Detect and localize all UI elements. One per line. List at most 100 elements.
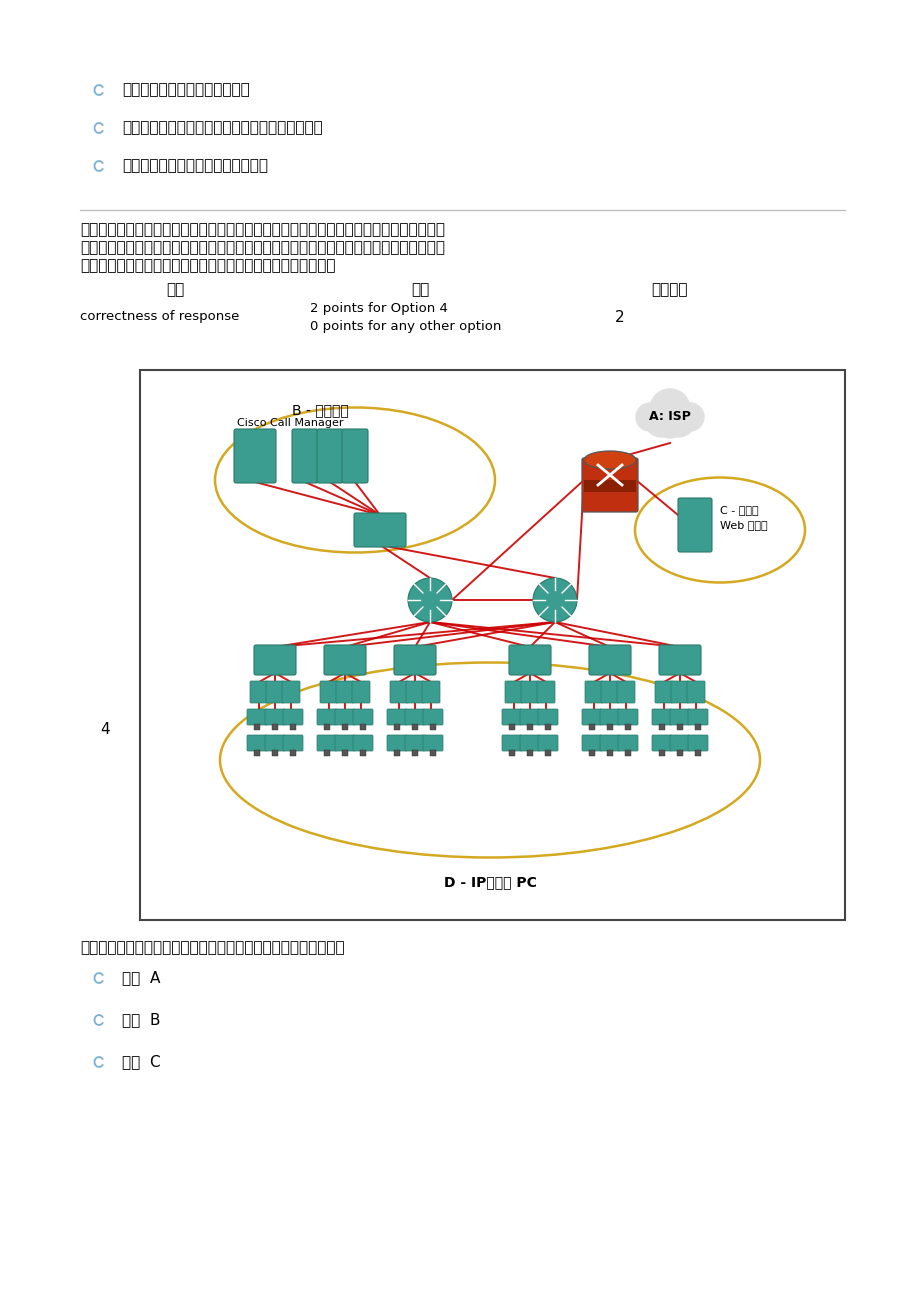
Text: 随着技术的发展，各个公司现在可以将不同的网络整合到一个平台之上，称为融合网络。在: 随着技术的发展，各个公司现在可以将不同的网络整合到一个平台之上，称为融合网络。在 xyxy=(80,223,445,237)
FancyBboxPatch shape xyxy=(283,710,302,725)
FancyBboxPatch shape xyxy=(658,724,664,730)
FancyBboxPatch shape xyxy=(527,724,532,730)
FancyBboxPatch shape xyxy=(676,750,682,756)
Text: 0 points for any other option: 0 points for any other option xyxy=(310,320,501,333)
FancyBboxPatch shape xyxy=(588,724,595,730)
FancyBboxPatch shape xyxy=(624,750,630,756)
FancyBboxPatch shape xyxy=(387,710,406,725)
FancyBboxPatch shape xyxy=(588,644,630,674)
FancyBboxPatch shape xyxy=(317,736,336,751)
Text: 答案: 答案 xyxy=(165,283,184,297)
FancyBboxPatch shape xyxy=(404,710,425,725)
FancyBboxPatch shape xyxy=(272,724,278,730)
FancyBboxPatch shape xyxy=(404,736,425,751)
FancyBboxPatch shape xyxy=(390,681,407,703)
FancyBboxPatch shape xyxy=(289,750,296,756)
FancyBboxPatch shape xyxy=(599,710,619,725)
Text: A: ISP: A: ISP xyxy=(649,410,690,423)
Text: 实现数据网络基础架构设备的容错能力和高可用性: 实现数据网络基础架构设备的容错能力和高可用性 xyxy=(122,121,323,135)
FancyBboxPatch shape xyxy=(342,724,347,730)
FancyBboxPatch shape xyxy=(544,750,550,756)
FancyBboxPatch shape xyxy=(246,736,267,751)
FancyBboxPatch shape xyxy=(670,681,688,703)
FancyBboxPatch shape xyxy=(423,710,443,725)
Text: Web 服务器: Web 服务器 xyxy=(720,519,766,530)
FancyBboxPatch shape xyxy=(335,681,354,703)
FancyBboxPatch shape xyxy=(676,724,682,730)
Text: B - 服务器块: B - 服务器块 xyxy=(291,404,348,417)
FancyBboxPatch shape xyxy=(254,724,260,730)
FancyBboxPatch shape xyxy=(323,750,330,756)
FancyBboxPatch shape xyxy=(588,750,595,756)
FancyBboxPatch shape xyxy=(393,724,400,730)
FancyBboxPatch shape xyxy=(254,750,260,756)
FancyBboxPatch shape xyxy=(359,724,366,730)
FancyBboxPatch shape xyxy=(412,724,417,730)
FancyBboxPatch shape xyxy=(687,710,708,725)
FancyBboxPatch shape xyxy=(582,710,601,725)
FancyBboxPatch shape xyxy=(669,736,689,751)
FancyBboxPatch shape xyxy=(694,750,700,756)
FancyBboxPatch shape xyxy=(233,428,276,483)
FancyBboxPatch shape xyxy=(538,710,558,725)
FancyBboxPatch shape xyxy=(582,736,601,751)
Circle shape xyxy=(675,404,703,431)
FancyBboxPatch shape xyxy=(617,681,634,703)
Text: correctness of response: correctness of response xyxy=(80,310,239,323)
FancyBboxPatch shape xyxy=(254,644,296,674)
Text: C - 库存和: C - 库存和 xyxy=(720,505,758,516)
FancyBboxPatch shape xyxy=(677,497,711,552)
FancyBboxPatch shape xyxy=(393,644,436,674)
Circle shape xyxy=(650,389,689,428)
Text: 最高分値: 最高分値 xyxy=(651,283,687,297)
FancyBboxPatch shape xyxy=(508,724,515,730)
FancyBboxPatch shape xyxy=(291,428,318,483)
FancyBboxPatch shape xyxy=(323,644,366,674)
FancyBboxPatch shape xyxy=(519,736,539,751)
FancyBboxPatch shape xyxy=(502,736,521,751)
Text: Firewall: Firewall xyxy=(594,496,625,504)
FancyBboxPatch shape xyxy=(584,681,602,703)
FancyBboxPatch shape xyxy=(405,681,424,703)
FancyBboxPatch shape xyxy=(508,644,550,674)
Text: 区域  C: 区域 C xyxy=(122,1055,161,1069)
FancyBboxPatch shape xyxy=(669,710,689,725)
FancyBboxPatch shape xyxy=(353,710,372,725)
FancyBboxPatch shape xyxy=(694,724,700,730)
FancyBboxPatch shape xyxy=(323,724,330,730)
FancyBboxPatch shape xyxy=(317,710,336,725)
Text: 的网络。这也降低了提供和维护通信网络基础设施相关的成本。: 的网络。这也降低了提供和维护通信网络基础设施相关的成本。 xyxy=(80,258,335,273)
FancyBboxPatch shape xyxy=(387,736,406,751)
Text: 降低部署和维护通信基础设施的成本: 降低部署和维护通信基础设施的成本 xyxy=(122,159,267,173)
FancyBboxPatch shape xyxy=(140,370,844,921)
Text: 说明: 说明 xyxy=(411,283,428,297)
FancyBboxPatch shape xyxy=(618,736,637,751)
FancyBboxPatch shape xyxy=(283,736,302,751)
FancyBboxPatch shape xyxy=(429,724,436,730)
FancyBboxPatch shape xyxy=(359,750,366,756)
FancyBboxPatch shape xyxy=(607,750,612,756)
Circle shape xyxy=(643,401,679,437)
FancyBboxPatch shape xyxy=(320,681,337,703)
FancyBboxPatch shape xyxy=(282,681,300,703)
Text: 2 points for Option 4: 2 points for Option 4 xyxy=(310,302,448,315)
FancyBboxPatch shape xyxy=(250,681,267,703)
FancyBboxPatch shape xyxy=(599,736,619,751)
FancyBboxPatch shape xyxy=(686,681,704,703)
FancyBboxPatch shape xyxy=(412,750,417,756)
FancyBboxPatch shape xyxy=(624,724,630,730)
FancyBboxPatch shape xyxy=(272,750,278,756)
FancyBboxPatch shape xyxy=(537,681,554,703)
FancyBboxPatch shape xyxy=(317,428,343,483)
FancyBboxPatch shape xyxy=(584,480,635,492)
Text: 请参见图示。哪个区域最有可能是图中所示的公司网络的外联网？: 请参见图示。哪个区域最有可能是图中所示的公司网络的外联网？ xyxy=(80,940,345,954)
FancyBboxPatch shape xyxy=(582,458,637,512)
FancyBboxPatch shape xyxy=(246,710,267,725)
FancyBboxPatch shape xyxy=(520,681,539,703)
Text: 融合网络中，语音、视频和数据通过同一网络传输，从而使人们不必再创建和维护各个单独: 融合网络中，语音、视频和数据通过同一网络传输，从而使人们不必再创建和维护各个单独 xyxy=(80,240,445,255)
FancyBboxPatch shape xyxy=(505,681,522,703)
FancyBboxPatch shape xyxy=(342,428,368,483)
FancyBboxPatch shape xyxy=(654,681,673,703)
FancyBboxPatch shape xyxy=(265,736,285,751)
Circle shape xyxy=(635,404,664,431)
